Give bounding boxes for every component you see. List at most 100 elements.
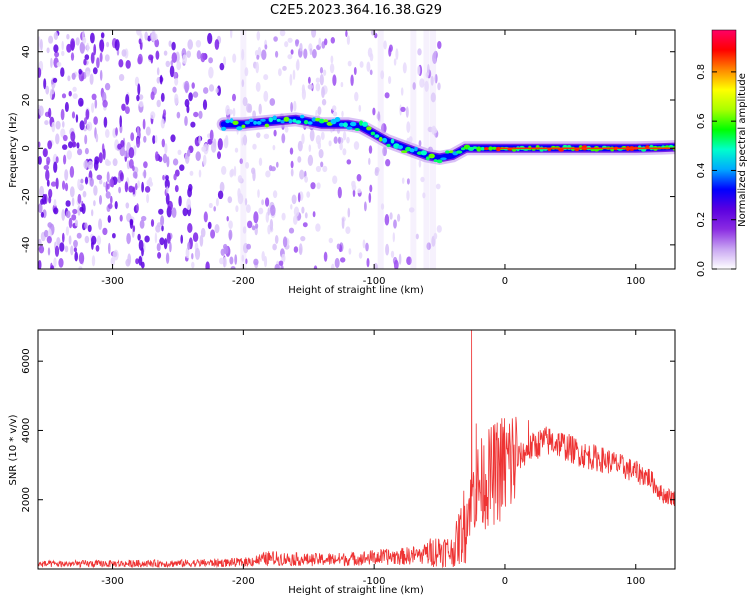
spectrogram-cell — [70, 52, 75, 61]
spectrogram-cell — [303, 48, 308, 59]
spectrogram-cell — [297, 192, 301, 203]
spectrogram-x-axis: -300 -200 -100 0 100 — [101, 30, 645, 287]
spectrogram-cell — [166, 186, 169, 194]
spectrogram-cell — [434, 73, 438, 84]
spectrogram-cell — [137, 53, 143, 65]
spectrogram-cell — [71, 72, 76, 80]
spectrogram-cell — [203, 87, 209, 94]
spectrogram-cell — [184, 80, 190, 93]
spectrogram-cell — [139, 100, 144, 108]
spectrogram-cell — [137, 180, 141, 188]
spectrogram-cell — [162, 153, 168, 164]
ridge-blob — [401, 150, 408, 154]
spectrogram-cell — [424, 80, 429, 92]
spectrogram-cell — [141, 247, 144, 257]
spectrogram-cell — [108, 242, 111, 255]
spectrogram-cell — [341, 217, 345, 229]
spectrogram-cell — [124, 181, 129, 193]
spectrogram-cell — [186, 198, 192, 211]
spectrogram-cell — [130, 132, 135, 142]
spectrogram-cell — [272, 243, 277, 251]
spectrogram-cell — [307, 84, 314, 90]
spectrogram-cell — [278, 260, 284, 266]
spectrogram-cell — [160, 118, 165, 129]
spectrogram-cell — [112, 251, 118, 258]
spectrogram-cell — [420, 176, 425, 183]
spectrogram-cell — [83, 160, 88, 170]
spectrogram-cell — [89, 73, 94, 85]
spectrogram-cell — [169, 241, 172, 253]
spectrogram-cell — [281, 253, 286, 263]
spectrogram-cell — [202, 99, 208, 110]
spectrogram-y-tick-label: 40 — [21, 45, 32, 58]
spectrogram-cell — [321, 98, 327, 106]
spectrogram-cell — [293, 100, 297, 112]
spectrogram-cell — [436, 225, 442, 233]
spectrogram-cell — [217, 151, 221, 160]
spectrogram-cell — [295, 39, 300, 45]
spectrogram-cell — [102, 148, 106, 160]
spectrogram-cell — [255, 223, 259, 229]
spectrogram-cell — [235, 205, 239, 213]
spectrogram-cell — [222, 257, 227, 268]
spectrogram-cell — [48, 35, 54, 44]
spectrogram-cell — [132, 165, 135, 172]
spectrogram-cell — [118, 74, 125, 81]
snr-x-tick-label: 0 — [502, 576, 508, 587]
spectrogram-cell — [141, 181, 145, 193]
ridge-blob — [342, 122, 348, 128]
spectrogram-cell — [144, 186, 151, 193]
spectrogram-cell — [296, 58, 300, 71]
spectrogram-cell — [290, 160, 294, 169]
spectrogram-cell — [171, 52, 177, 63]
spectrogram-cell — [45, 169, 50, 181]
spectrogram-cell — [110, 195, 113, 205]
spectrogram-cell — [74, 219, 78, 227]
spectrogram-cell — [366, 61, 371, 72]
ridge-blob — [256, 121, 262, 125]
spectrogram-cell — [65, 210, 71, 219]
spectrogram-cell — [64, 245, 69, 253]
spectrogram-cell — [287, 54, 293, 60]
spectrogram-cell — [219, 257, 224, 265]
spectrogram-cell — [261, 251, 265, 262]
spectrogram-cell — [40, 198, 44, 205]
spectrogram-cell — [105, 129, 110, 138]
spectrogram-cell — [192, 91, 199, 98]
spectrogram-cell — [125, 60, 131, 69]
spectrogram-cell — [119, 214, 123, 222]
ridge-blob — [440, 157, 447, 161]
spectrogram-cell — [245, 162, 250, 169]
colorbar-tick-label: 0.8 — [696, 64, 707, 80]
spectrogram-cell — [299, 169, 305, 180]
spectrogram-cell — [117, 143, 122, 150]
spectrogram-cell — [252, 143, 257, 150]
spectrogram-cell — [161, 225, 164, 232]
spectrogram-cell — [127, 253, 132, 265]
spectrogram-cell — [401, 177, 405, 184]
snr-x-label: Height of straight line (km) — [288, 585, 424, 596]
spectrogram-cell — [103, 181, 106, 188]
spectrogram-cell — [71, 111, 76, 119]
spectrogram-cell — [132, 186, 136, 195]
spectrogram-cell — [337, 136, 341, 144]
spectrogram-cell — [172, 158, 179, 166]
spectrogram-cell — [38, 260, 42, 269]
ridge-blob — [362, 121, 368, 127]
spectrogram-cell — [86, 121, 93, 132]
spectrogram-cell — [319, 67, 324, 74]
ridge-blob — [303, 120, 309, 125]
colorbar-tick-label: 0.2 — [696, 212, 707, 228]
spectrogram-cell — [187, 241, 191, 251]
spectrogram-cell — [368, 145, 373, 154]
spectrogram-cell — [241, 254, 245, 262]
spectrogram-cell — [328, 140, 332, 147]
ridge-blob — [445, 150, 450, 154]
spectrogram-cell — [107, 183, 110, 190]
spectrogram-cell — [273, 36, 278, 42]
spectrogram-cell — [210, 229, 216, 239]
spectrogram-cell — [73, 247, 77, 253]
spectrogram-cell — [67, 75, 71, 82]
spectrogram-cell — [91, 255, 96, 267]
ridge-blob — [425, 156, 430, 161]
